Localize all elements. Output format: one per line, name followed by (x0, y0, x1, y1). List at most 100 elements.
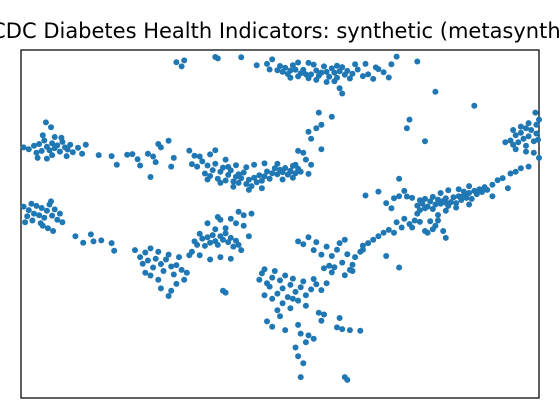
scatter-point (297, 168, 304, 175)
scatter-point (525, 120, 532, 127)
scatter-point (289, 295, 296, 302)
scatter-point (264, 60, 270, 67)
scatter-point (194, 241, 201, 248)
scatter-point (233, 220, 239, 227)
scatter-point (295, 297, 302, 304)
scatter-point (67, 141, 74, 148)
chart-title: CDC Diabetes Health Indicators: syntheti… (0, 19, 560, 43)
scatter-point (227, 255, 234, 262)
scatter-point (220, 164, 226, 171)
scatter-point (204, 176, 211, 183)
scatter-point (396, 175, 403, 182)
scatter-point (59, 219, 66, 226)
scatter-point (460, 188, 467, 195)
scatter-point (25, 207, 32, 214)
scatter-point (287, 305, 294, 312)
scatter-point (155, 276, 162, 283)
scatter-point (409, 194, 416, 201)
scatter-point (46, 147, 53, 154)
scatter-point (33, 202, 40, 209)
scatter-point (204, 162, 211, 169)
scatter-point (48, 198, 54, 205)
scatter-point (517, 165, 524, 172)
scatter-point (176, 254, 182, 261)
scatter-point (427, 198, 434, 205)
scatter-point (414, 58, 421, 65)
scatter-point (113, 161, 120, 168)
scatter-point (409, 224, 416, 231)
scatter-point (455, 186, 462, 193)
scatter-point (380, 69, 387, 76)
scatter-point (54, 216, 61, 223)
scatter-point (323, 280, 330, 287)
scatter-point (458, 197, 465, 203)
scatter-point (168, 163, 175, 170)
scatter-point (344, 251, 351, 258)
scatter-point (124, 151, 131, 158)
scatter-point (432, 88, 439, 95)
scatter-point (502, 139, 509, 146)
scatter-point (323, 243, 330, 250)
scatter-point (28, 200, 35, 207)
scatter-point (471, 102, 478, 109)
scatter-point (341, 272, 348, 279)
scatter-point (217, 179, 224, 186)
scatter-point (49, 212, 56, 219)
scatter-point (401, 215, 408, 222)
scatter-point (313, 125, 320, 132)
scatter-point (331, 264, 338, 271)
scatter-point (58, 134, 65, 141)
scatter-point (533, 130, 540, 137)
scatter-point (512, 146, 519, 153)
scatter-point (339, 64, 346, 71)
scatter-point (411, 217, 418, 224)
scatter-point (525, 163, 532, 170)
scatter-point (183, 269, 190, 276)
scatter-point (266, 66, 273, 73)
scatter-point (510, 141, 517, 148)
scatter-point (245, 186, 252, 193)
scatter-point (334, 62, 340, 69)
scatter-point (144, 257, 151, 264)
scatter-point (315, 309, 322, 316)
scatter-point (339, 90, 346, 97)
scatter-point (419, 200, 426, 207)
scatter-point (44, 225, 51, 232)
scatter-point (365, 240, 372, 247)
scatter-point (134, 156, 141, 163)
scatter-point (165, 251, 172, 258)
scatter-point (442, 207, 449, 214)
scatter-point (391, 195, 397, 202)
scatter-point (401, 187, 408, 194)
scatter-point (20, 144, 27, 151)
scatter-point (269, 274, 276, 281)
scatter-point (188, 248, 195, 255)
scatter-point (341, 236, 348, 243)
scatter-point (235, 179, 242, 186)
scatter-point (271, 165, 278, 172)
scatter-point (310, 61, 317, 68)
scatter-point (334, 246, 340, 253)
scatter-point (416, 218, 423, 225)
scatter-point (25, 146, 32, 153)
scatter-point (523, 142, 529, 149)
scatter-point (292, 288, 299, 295)
scatter-point (344, 376, 351, 383)
scatter-point (132, 247, 138, 254)
scatter-point (243, 164, 250, 171)
scatter-point (230, 243, 237, 250)
scatter-point (489, 193, 496, 200)
scatter-point (39, 222, 46, 229)
scatter-point (435, 212, 441, 218)
scatter-point (305, 234, 312, 241)
scatter-point (445, 187, 452, 194)
scatter-point (256, 276, 263, 283)
scatter-point (261, 160, 268, 167)
scatter-point (207, 239, 214, 246)
scatter-point (422, 195, 428, 202)
scatter-point (357, 327, 364, 334)
scatter-point (535, 136, 541, 143)
scatter-point (178, 63, 185, 70)
scatter-point (370, 236, 377, 243)
